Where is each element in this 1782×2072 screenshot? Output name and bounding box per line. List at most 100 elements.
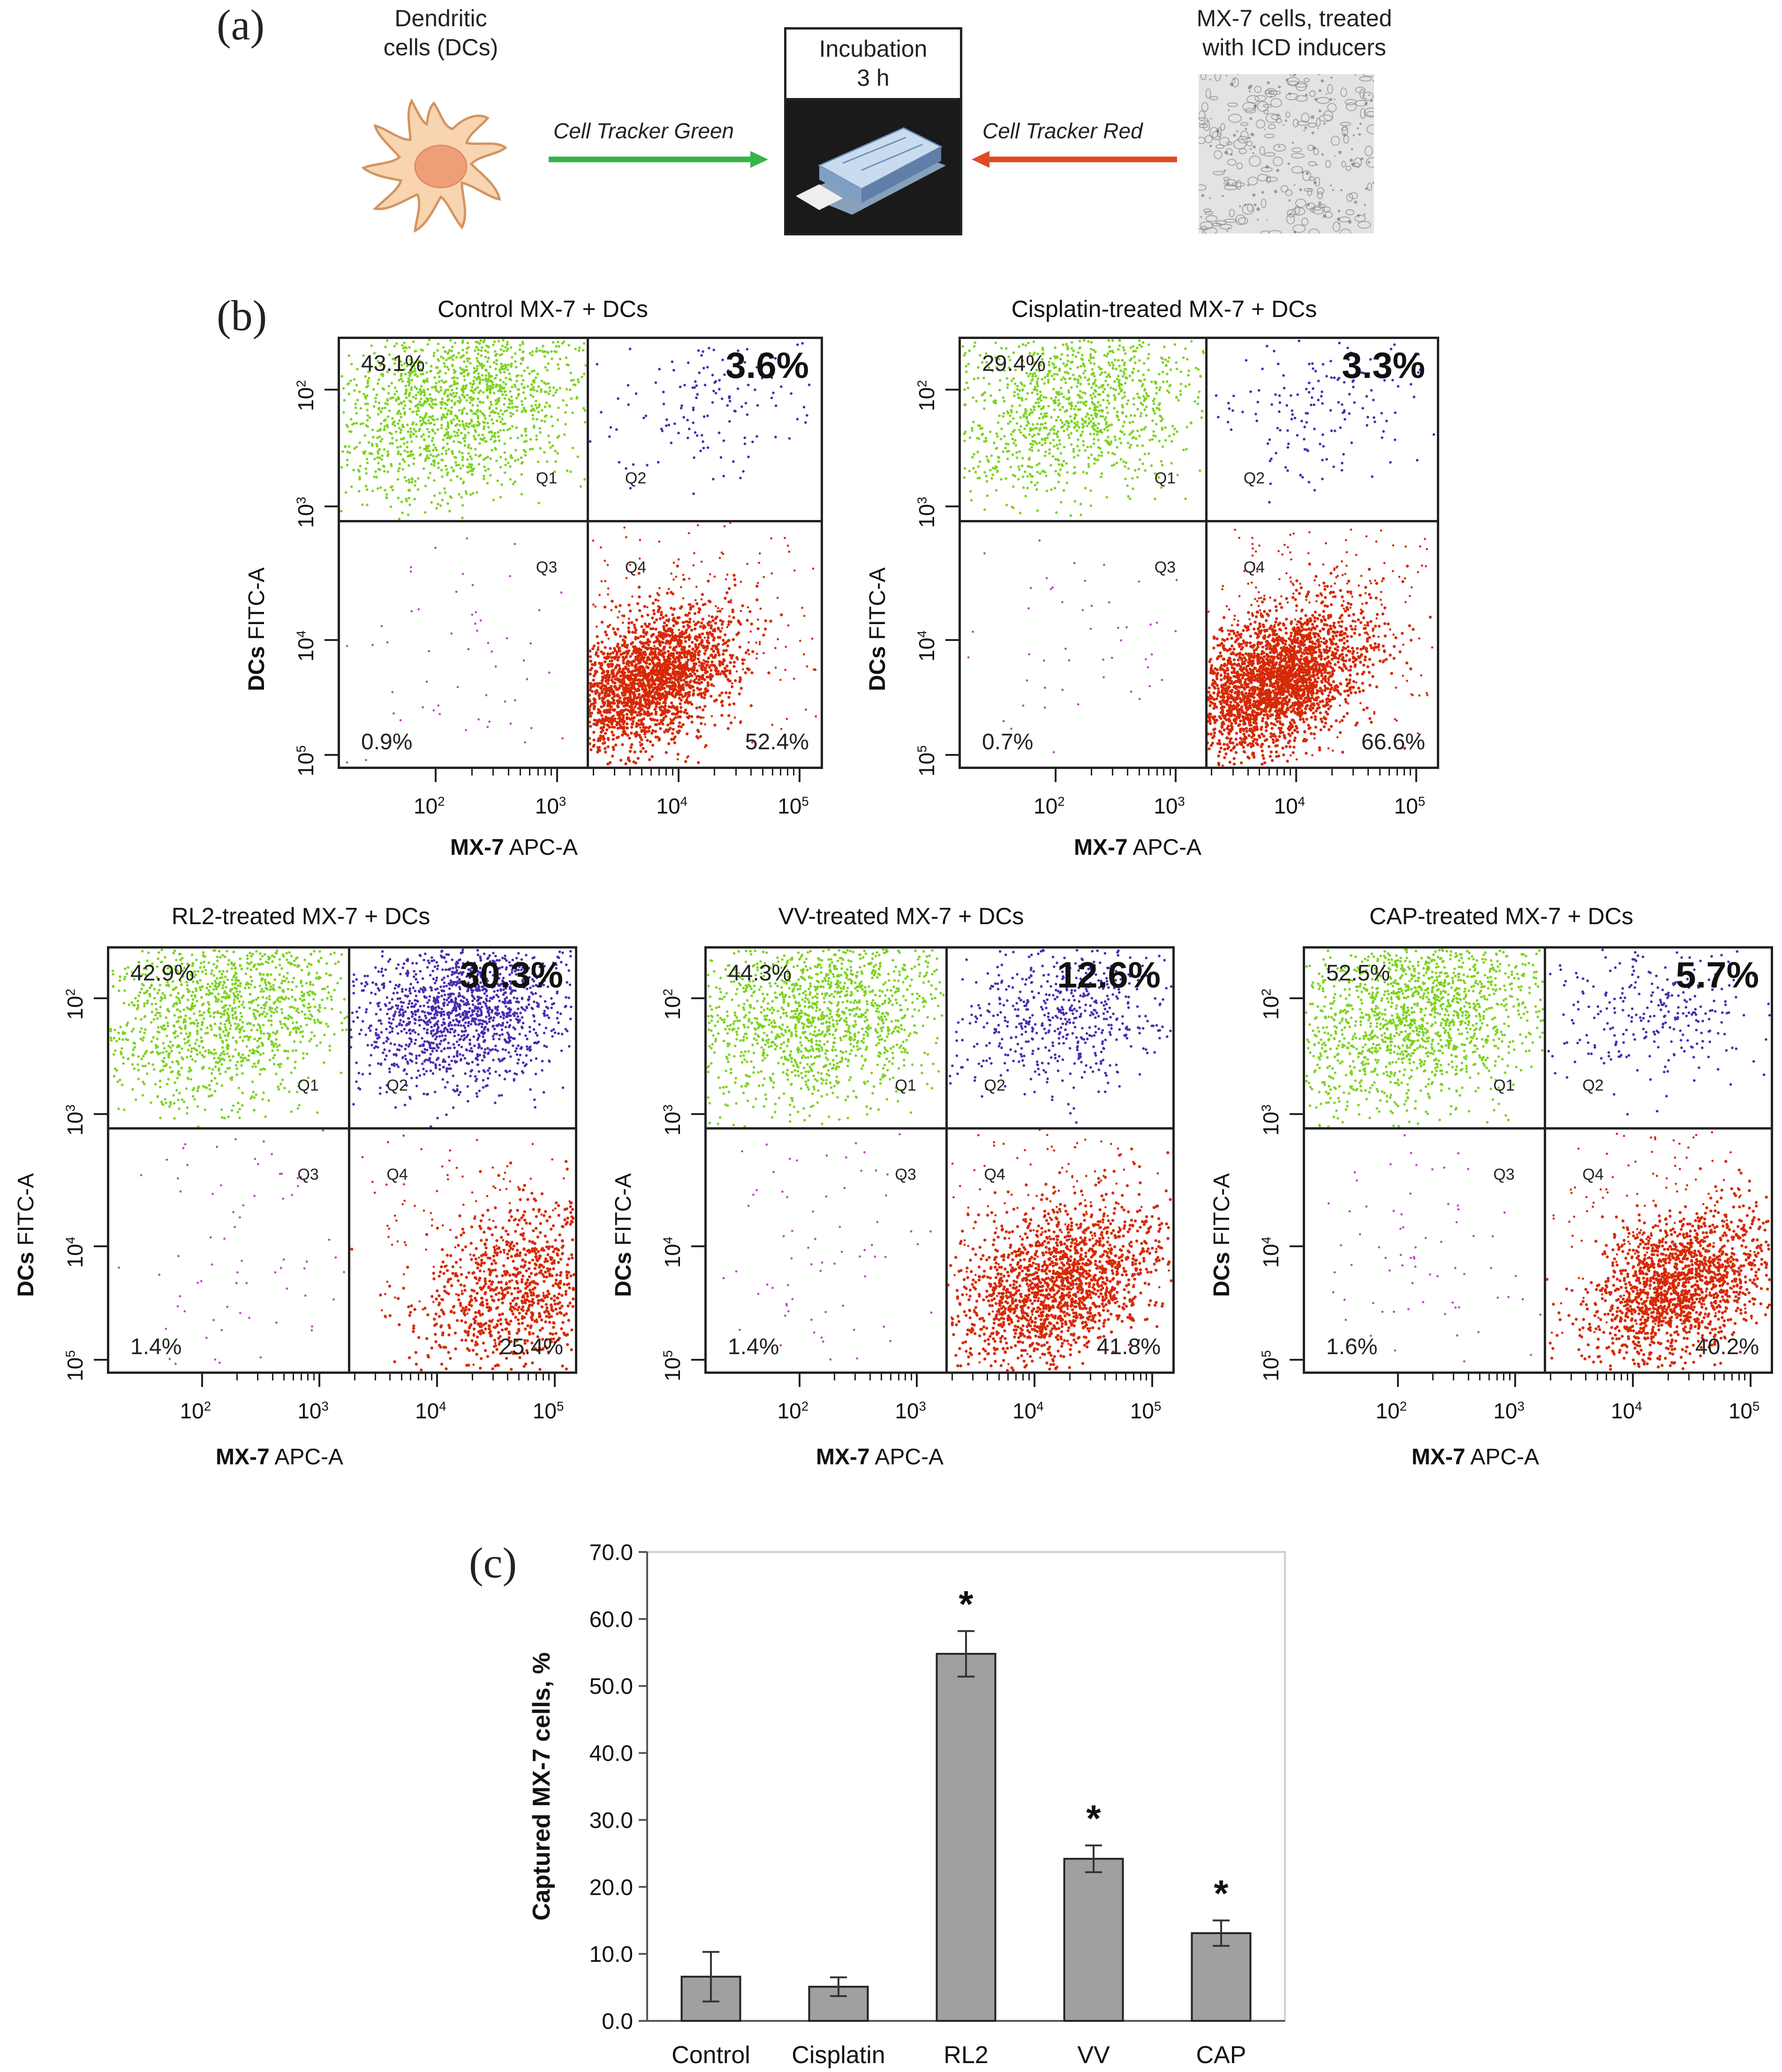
x-axis-minor-tick [854,1374,856,1380]
x-category-label: RL2 [944,2042,988,2069]
flow-scatter-dots [1305,949,1771,1371]
y-axis-title: DCs FITC-A [1209,1173,1234,1297]
x-axis-minor-tick [1723,1374,1725,1380]
y-axis-tick-label: 102 [1259,988,1283,1020]
x-axis-tick-label: 103 [297,1399,329,1423]
q1-percentage: 52.5% [1326,961,1390,986]
x-axis-minor-tick [1148,769,1150,776]
x-axis-minor-tick [1156,769,1158,776]
y-axis-tick-label: 103 [294,497,318,528]
x-axis-minor-tick [1714,1374,1716,1380]
y-axis-tick-mark [325,639,338,641]
x-axis-minor-tick [905,1374,906,1380]
quadrant-vertical-line [1205,337,1208,769]
flow-plot-title: CAP-treated MX-7 + DCs [1369,903,1633,929]
bar-rl2 [936,1653,997,2022]
x-axis-minor-tick [410,1374,412,1380]
x-axis-minor-tick [1596,1374,1598,1380]
y-axis-tick-mark [691,1113,704,1115]
red-arrow [972,151,1177,168]
x-axis-tick-label: 102 [777,1399,809,1423]
x-axis-tick-mark [318,1374,321,1387]
x-axis-tick-label: 105 [778,794,809,818]
x-axis-minor-tick [1133,1374,1134,1380]
y-axis-tick-mark [1290,1245,1303,1248]
q4-percentage: 66.6% [1361,730,1425,754]
x-axis-minor-tick [629,769,631,776]
x-axis-title: MX-7 APC-A [216,1445,344,1469]
x-axis-tick-label: 105 [1130,1399,1162,1423]
x-axis-tick-label: 104 [1274,794,1306,818]
quadrant-vertical-line [1544,946,1547,1374]
y-axis-tick-mark [1290,1113,1303,1115]
x-axis-minor-tick [787,769,789,776]
y-axis-tick-label: 104 [1259,1236,1283,1268]
x-axis-minor-tick [1069,1374,1071,1380]
x-axis-tick-mark [1514,1374,1517,1387]
x-axis-minor-tick [471,769,473,776]
y-axis-tick-label: 104 [914,630,939,662]
y-axis-tick-mark [691,1359,704,1361]
x-axis-minor-tick [614,769,616,776]
x-axis-tick-label: 102 [180,1399,211,1423]
x-axis-tick-label: 103 [895,1399,926,1423]
x-axis-minor-tick [762,769,764,776]
x-axis-minor-tick [1283,769,1285,776]
x-axis-minor-tick [1367,769,1369,776]
x-axis-minor-tick [1247,769,1249,776]
x-axis-minor-tick [400,1374,402,1380]
quadrant-label: Q2 [1243,469,1265,487]
x-axis-minor-tick [665,769,667,776]
x-axis-minor-tick [313,1374,315,1380]
flow-scatter-dots [961,339,1435,767]
chamber-slide-illustration [796,127,946,215]
y-tick-label: 30.0 [589,1808,633,1833]
x-axis-minor-tick [542,1374,544,1380]
x-axis-minor-tick [536,1374,537,1380]
x-axis-tick-mark [553,1374,556,1387]
y-axis-title: DCs FITC-A [14,1173,38,1297]
x-category-label: CAP [1196,2042,1246,2069]
quadrant-label: Q4 [625,558,647,576]
x-axis-tick-label: 104 [1012,1399,1044,1423]
x-axis-minor-tick [471,1374,473,1380]
x-axis-minor-tick [951,1374,953,1380]
y-tick-label: 70.0 [589,1540,633,1565]
flow-plot-title: RL2-treated MX-7 + DCs [171,903,430,929]
x-axis-tick-mark [1295,769,1297,782]
y-axis-tick-label: 103 [660,1104,685,1136]
panel-label-b: (b) [217,292,267,339]
y-tick-label: 20.0 [589,1875,633,1900]
y-tick-label: 60.0 [589,1607,633,1632]
x-axis-tick-mark [201,1374,203,1387]
x-axis-minor-tick [1139,769,1140,776]
quadrant-label: Q2 [1582,1077,1604,1095]
x-axis-minor-tick [1259,769,1261,776]
x-axis-minor-tick [1211,769,1213,776]
y-axis-tick-label: 103 [914,497,939,528]
x-axis-minor-tick [987,1374,989,1380]
y-axis-tick-label: 102 [660,988,685,1020]
x-axis-tick-label: 102 [414,794,445,818]
x-axis-minor-tick [519,769,521,776]
x-axis-tick-label: 103 [1154,794,1185,818]
x-axis-minor-tick [1496,1374,1498,1380]
panel-label-a: (a) [217,1,265,49]
x-axis-minor-tick [834,1374,836,1380]
significance-asterisk: * [1086,1798,1101,1839]
x-category-label: Cisplatin [792,2042,885,2069]
x-axis-minor-tick [650,769,652,776]
flow-plot-frame [1303,946,1773,1374]
bar-vv [1063,1858,1124,2022]
x-axis-minor-tick [1116,1374,1118,1380]
y-axis-tick-label: 102 [294,380,318,411]
x-axis-minor-tick [424,1374,426,1380]
x-axis-minor-tick [1091,769,1093,776]
quadrant-label: Q2 [984,1077,1005,1095]
x-axis-minor-tick [1744,1374,1746,1380]
q3-percentage: 0.9% [361,730,413,754]
green-arrow [549,151,768,168]
x-axis-tick-label: 104 [656,794,688,818]
x-axis-tick-mark [677,769,680,782]
x-axis-title: MX-7 APC-A [1412,1445,1540,1469]
